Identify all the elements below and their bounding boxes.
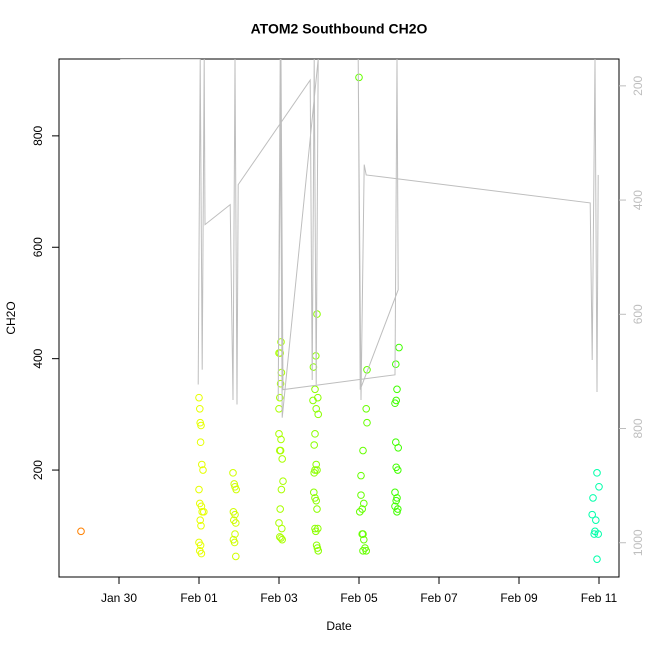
point (276, 393, 284, 402)
point (392, 496, 401, 505)
point (199, 466, 207, 474)
y2-tick-label: 200 (631, 76, 645, 96)
point (195, 485, 203, 494)
point (588, 510, 597, 519)
point (357, 471, 365, 480)
plot-area (77, 59, 603, 563)
point (277, 534, 285, 542)
point (276, 379, 285, 388)
point (314, 410, 323, 419)
x-axis-label: Date (326, 619, 352, 633)
point (277, 338, 285, 346)
y-tick-label: 200 (31, 460, 45, 480)
point (277, 435, 285, 444)
point (229, 469, 237, 477)
point (275, 404, 283, 413)
point (593, 469, 601, 477)
point (197, 421, 205, 430)
point (278, 524, 286, 533)
y-tick-label: 600 (31, 237, 45, 257)
point (77, 527, 85, 536)
y-tick-label: 400 (31, 348, 45, 368)
point (196, 541, 205, 550)
point (309, 396, 317, 405)
chart-title: ATOM2 Southbound CH2O (251, 21, 428, 37)
point (362, 404, 371, 413)
point (310, 441, 319, 449)
point (197, 521, 205, 530)
point (278, 455, 287, 463)
y2-tick-label: 600 (631, 304, 645, 324)
point (276, 349, 285, 357)
point (196, 438, 205, 447)
point (231, 510, 239, 519)
point (279, 477, 287, 485)
point (277, 485, 286, 494)
point (312, 460, 321, 469)
x-tick-label: Feb 05 (340, 591, 378, 605)
line (120, 59, 599, 418)
point (592, 516, 600, 524)
point (355, 73, 363, 82)
y2-tick-label: 400 (631, 190, 645, 210)
point (359, 547, 367, 555)
point (358, 530, 367, 538)
point (590, 530, 599, 538)
point (594, 530, 603, 538)
point (195, 393, 203, 402)
y2-tick-label: 800 (631, 418, 645, 438)
x-tick-label: Feb 09 (500, 591, 538, 605)
point (394, 466, 402, 474)
point (232, 552, 240, 561)
x-tick-label: Feb 01 (180, 591, 218, 605)
point (196, 516, 204, 524)
y-tick-label: 800 (31, 126, 45, 146)
point (232, 519, 240, 527)
x-tick-label: Jan 30 (101, 591, 137, 605)
point (395, 343, 403, 352)
point (313, 466, 321, 474)
point (197, 549, 206, 558)
point (593, 555, 601, 563)
y2-tick-label: 1000 (631, 529, 645, 556)
point (232, 485, 240, 494)
y-axis-label: CH2O (4, 301, 18, 334)
point (359, 446, 367, 455)
point (276, 505, 285, 513)
point (312, 496, 321, 505)
point (394, 443, 403, 452)
point (196, 404, 204, 413)
point (198, 460, 206, 469)
plot-frame (58, 58, 620, 578)
point (392, 360, 400, 369)
point (393, 385, 401, 394)
point (230, 538, 239, 547)
point (277, 368, 286, 377)
point (311, 385, 319, 394)
point (314, 547, 323, 555)
point (311, 430, 319, 438)
point (360, 535, 368, 544)
point (362, 547, 371, 555)
point (393, 508, 401, 516)
point (276, 446, 285, 455)
point (312, 527, 320, 536)
point (278, 535, 287, 544)
point (589, 494, 597, 502)
point (391, 399, 399, 408)
point (357, 491, 365, 499)
point (313, 505, 321, 513)
point (310, 488, 318, 497)
point (356, 508, 364, 516)
point (231, 530, 239, 538)
point (595, 482, 603, 491)
x-tick-label: Feb 03 (260, 591, 298, 605)
point (360, 499, 368, 508)
x-tick-label: Feb 07 (420, 591, 458, 605)
point (363, 418, 371, 427)
point (200, 508, 208, 516)
x-tick-label: Feb 11 (581, 591, 618, 605)
